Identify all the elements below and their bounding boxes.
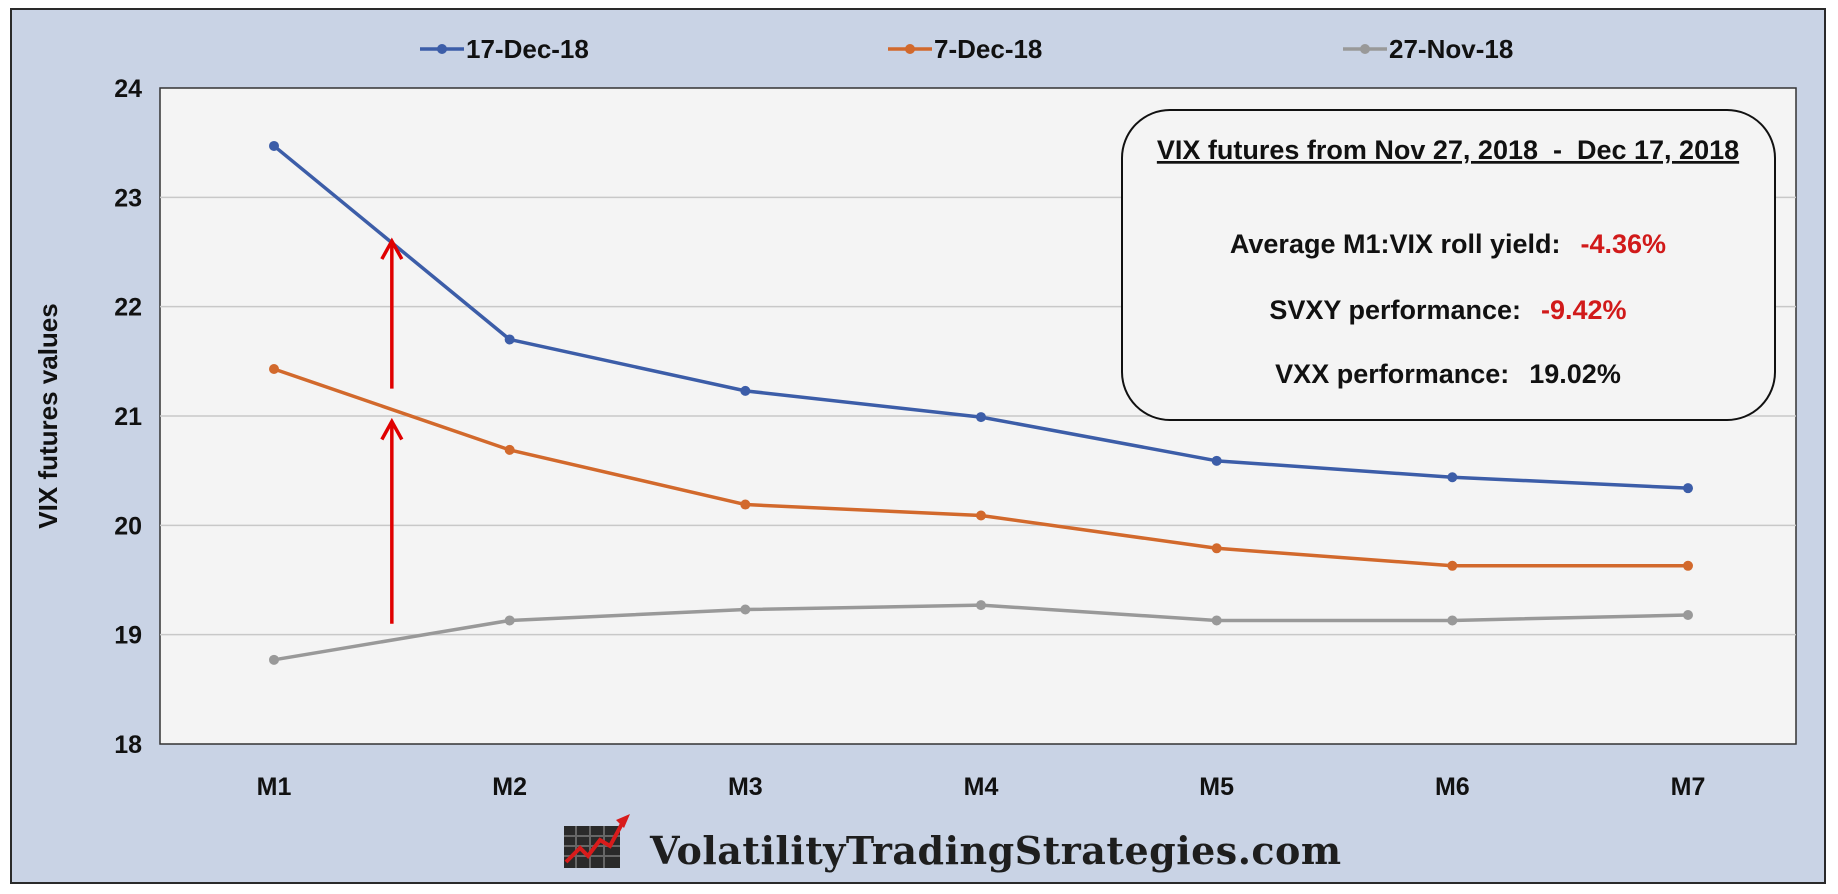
- data-point: [740, 604, 751, 615]
- info-row-svxy: SVXY performance: -9.42%: [1269, 295, 1626, 325]
- series-lines: [269, 140, 1693, 665]
- data-point: [1447, 615, 1458, 626]
- x-tick-label: M4: [964, 773, 999, 801]
- legend-label: 7-Dec-18: [934, 34, 1042, 64]
- data-point: [504, 444, 515, 455]
- x-tick-labels: M1 M2 M3 M4 M5 M6 M7: [257, 773, 1706, 801]
- info-row-roll-yield-value: -4.36%: [1581, 229, 1667, 259]
- data-point: [269, 140, 279, 151]
- x-tick-label: M7: [1671, 773, 1706, 801]
- data-point: [1211, 455, 1222, 466]
- data-point: [740, 499, 751, 510]
- info-box-title: VIX futures from Nov 27, 2018 - Dec 17, …: [1157, 135, 1739, 165]
- info-row-roll-yield: Average M1:VIX roll yield: -4.36%: [1230, 229, 1666, 259]
- annotation-arrows: [380, 237, 404, 624]
- data-point: [1211, 615, 1222, 626]
- data-point: [976, 600, 986, 611]
- x-tick-label: M5: [1199, 773, 1234, 801]
- data-point: [1683, 483, 1693, 494]
- chart-logo-icon: [564, 814, 630, 868]
- data-point: [1683, 560, 1693, 571]
- watermark: VolatilityTradingStrategies.com: [564, 814, 1342, 873]
- info-row-vxx: VXX performance: 19.02%: [1275, 359, 1621, 389]
- info-row-roll-yield-label: Average M1:VIX roll yield:: [1230, 229, 1561, 259]
- chart-canvas: 18 19 20 21 22 23 24 M1 M2 M3 M4 M5 M6 M7 VIX future…: [33, 34, 1797, 873]
- data-point: [1211, 543, 1222, 554]
- y-tick-label: 23: [114, 184, 142, 212]
- info-row-svxy-label: SVXY performance:: [1269, 295, 1521, 325]
- legend-item: 7-Dec-18: [888, 34, 1042, 64]
- data-point: [269, 654, 279, 665]
- data-point: [1683, 609, 1693, 620]
- annotation-arrow: [380, 237, 404, 389]
- x-tick-label: M6: [1435, 773, 1470, 801]
- y-tick-label: 22: [114, 294, 142, 322]
- data-point: [269, 363, 279, 374]
- data-point: [1447, 560, 1458, 571]
- y-tick-label: 19: [114, 622, 142, 650]
- chart-frame: 18 19 20 21 22 23 24 M1 M2 M3 M4 M5 M6 M7 VIX future…: [10, 8, 1826, 884]
- legend-label: 17-Dec-18: [466, 34, 589, 64]
- annotation-arrow: [380, 417, 404, 624]
- data-point: [976, 510, 986, 521]
- info-row-vxx-label: VXX performance:: [1275, 359, 1509, 389]
- watermark-text: VolatilityTradingStrategies.com: [649, 828, 1342, 873]
- y-tick-labels: 18 19 20 21 22 23 24: [114, 75, 142, 759]
- y-axis-title: VIX futures values: [33, 303, 63, 528]
- data-point: [976, 412, 986, 423]
- y-tick-label: 24: [114, 75, 142, 103]
- legend: 17-Dec-18 7-Dec-18 27-Nov-18: [420, 34, 1513, 64]
- data-point: [504, 615, 515, 626]
- y-tick-label: 21: [114, 403, 142, 431]
- x-tick-label: M3: [728, 773, 763, 801]
- info-box: VIX futures from Nov 27, 2018 - Dec 17, …: [1121, 109, 1776, 421]
- info-row-svxy-value: -9.42%: [1541, 295, 1627, 325]
- info-row-vxx-value: 19.02%: [1529, 359, 1621, 389]
- data-point: [1447, 472, 1458, 483]
- legend-item: 17-Dec-18: [420, 34, 589, 64]
- legend-item: 27-Nov-18: [1343, 34, 1513, 64]
- y-tick-label: 20: [114, 512, 142, 540]
- info-box-border: [1121, 109, 1776, 421]
- y-tick-label: 18: [114, 731, 142, 759]
- x-tick-label: M2: [492, 773, 527, 801]
- data-point: [504, 334, 515, 345]
- data-point: [740, 385, 751, 396]
- legend-label: 27-Nov-18: [1389, 34, 1513, 64]
- x-tick-label: M1: [257, 773, 292, 801]
